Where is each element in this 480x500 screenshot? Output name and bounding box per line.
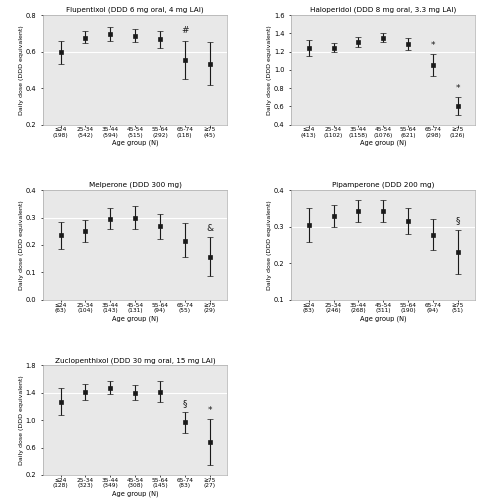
X-axis label: Age group (N): Age group (N) — [112, 490, 158, 497]
Y-axis label: Daily dose (DDD equivalent): Daily dose (DDD equivalent) — [19, 376, 24, 465]
Title: Melperone (DDD 300 mg): Melperone (DDD 300 mg) — [89, 182, 181, 188]
Text: §: § — [456, 216, 460, 226]
X-axis label: Age group (N): Age group (N) — [360, 315, 407, 322]
X-axis label: Age group (N): Age group (N) — [112, 315, 158, 322]
Text: &: & — [206, 224, 213, 232]
Y-axis label: Daily dose (DDD equivalent): Daily dose (DDD equivalent) — [267, 200, 272, 290]
Text: *: * — [431, 40, 435, 50]
Text: #: # — [181, 26, 189, 35]
X-axis label: Age group (N): Age group (N) — [360, 140, 407, 146]
X-axis label: Age group (N): Age group (N) — [112, 140, 158, 146]
Title: Haloperidol (DDD 8 mg oral, 3.3 mg LAI): Haloperidol (DDD 8 mg oral, 3.3 mg LAI) — [310, 6, 456, 13]
Text: *: * — [456, 84, 460, 94]
Y-axis label: Daily dose (DDD equivalent): Daily dose (DDD equivalent) — [19, 200, 24, 290]
Y-axis label: Daily dose (DDD equivalent): Daily dose (DDD equivalent) — [267, 25, 272, 114]
Title: Pipamperone (DDD 200 mg): Pipamperone (DDD 200 mg) — [332, 182, 434, 188]
Y-axis label: Daily dose (DDD equivalent): Daily dose (DDD equivalent) — [19, 25, 24, 114]
Text: §: § — [182, 399, 187, 408]
Title: Flupentixol (DDD 6 mg oral, 4 mg LAI): Flupentixol (DDD 6 mg oral, 4 mg LAI) — [66, 6, 204, 13]
Title: Zuclopenthixol (DDD 30 mg oral, 15 mg LAI): Zuclopenthixol (DDD 30 mg oral, 15 mg LA… — [55, 357, 216, 364]
Text: *: * — [207, 406, 212, 415]
